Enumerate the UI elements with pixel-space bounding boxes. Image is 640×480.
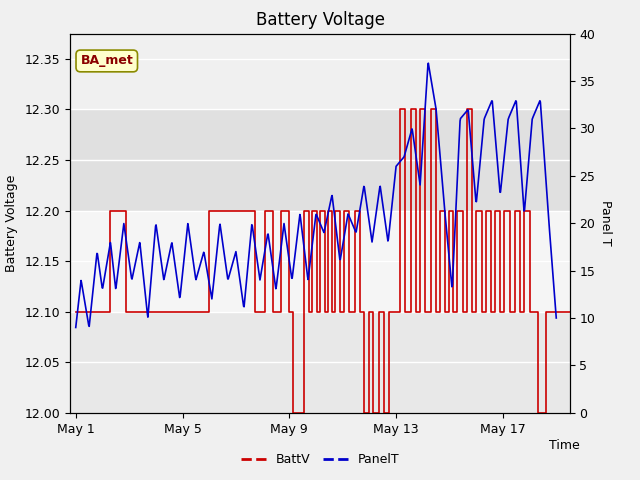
Bar: [70, 312, 570, 413]
Title: Battery Voltage: Battery Voltage: [255, 11, 385, 29]
Bar: [70, 34, 570, 109]
X-axis label: Time: Time: [549, 439, 580, 452]
Legend: BattV, PanelT: BattV, PanelT: [236, 448, 404, 471]
Y-axis label: Panel T: Panel T: [599, 200, 612, 246]
Bar: [70, 109, 570, 211]
Text: BA_met: BA_met: [81, 54, 133, 68]
Y-axis label: Battery Voltage: Battery Voltage: [5, 175, 18, 272]
Bar: [70, 211, 570, 312]
